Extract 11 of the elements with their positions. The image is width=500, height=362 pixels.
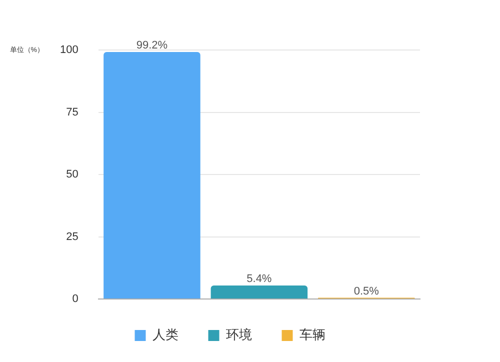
legend-label: 环境 bbox=[226, 327, 252, 342]
data-label: 0.5% bbox=[354, 285, 380, 298]
y-tick-label: 0 bbox=[72, 293, 78, 306]
legend-label: 人类 bbox=[152, 327, 178, 342]
data-label: 5.4% bbox=[246, 273, 272, 286]
y-tick-label: 100 bbox=[60, 44, 78, 56]
legend-label: 车辆 bbox=[299, 327, 326, 342]
y-tick-label: 75 bbox=[66, 106, 78, 118]
data-label: 99.2% bbox=[136, 40, 168, 52]
y-tick-label: 25 bbox=[66, 230, 78, 243]
y-tick-label: 50 bbox=[66, 168, 78, 181]
